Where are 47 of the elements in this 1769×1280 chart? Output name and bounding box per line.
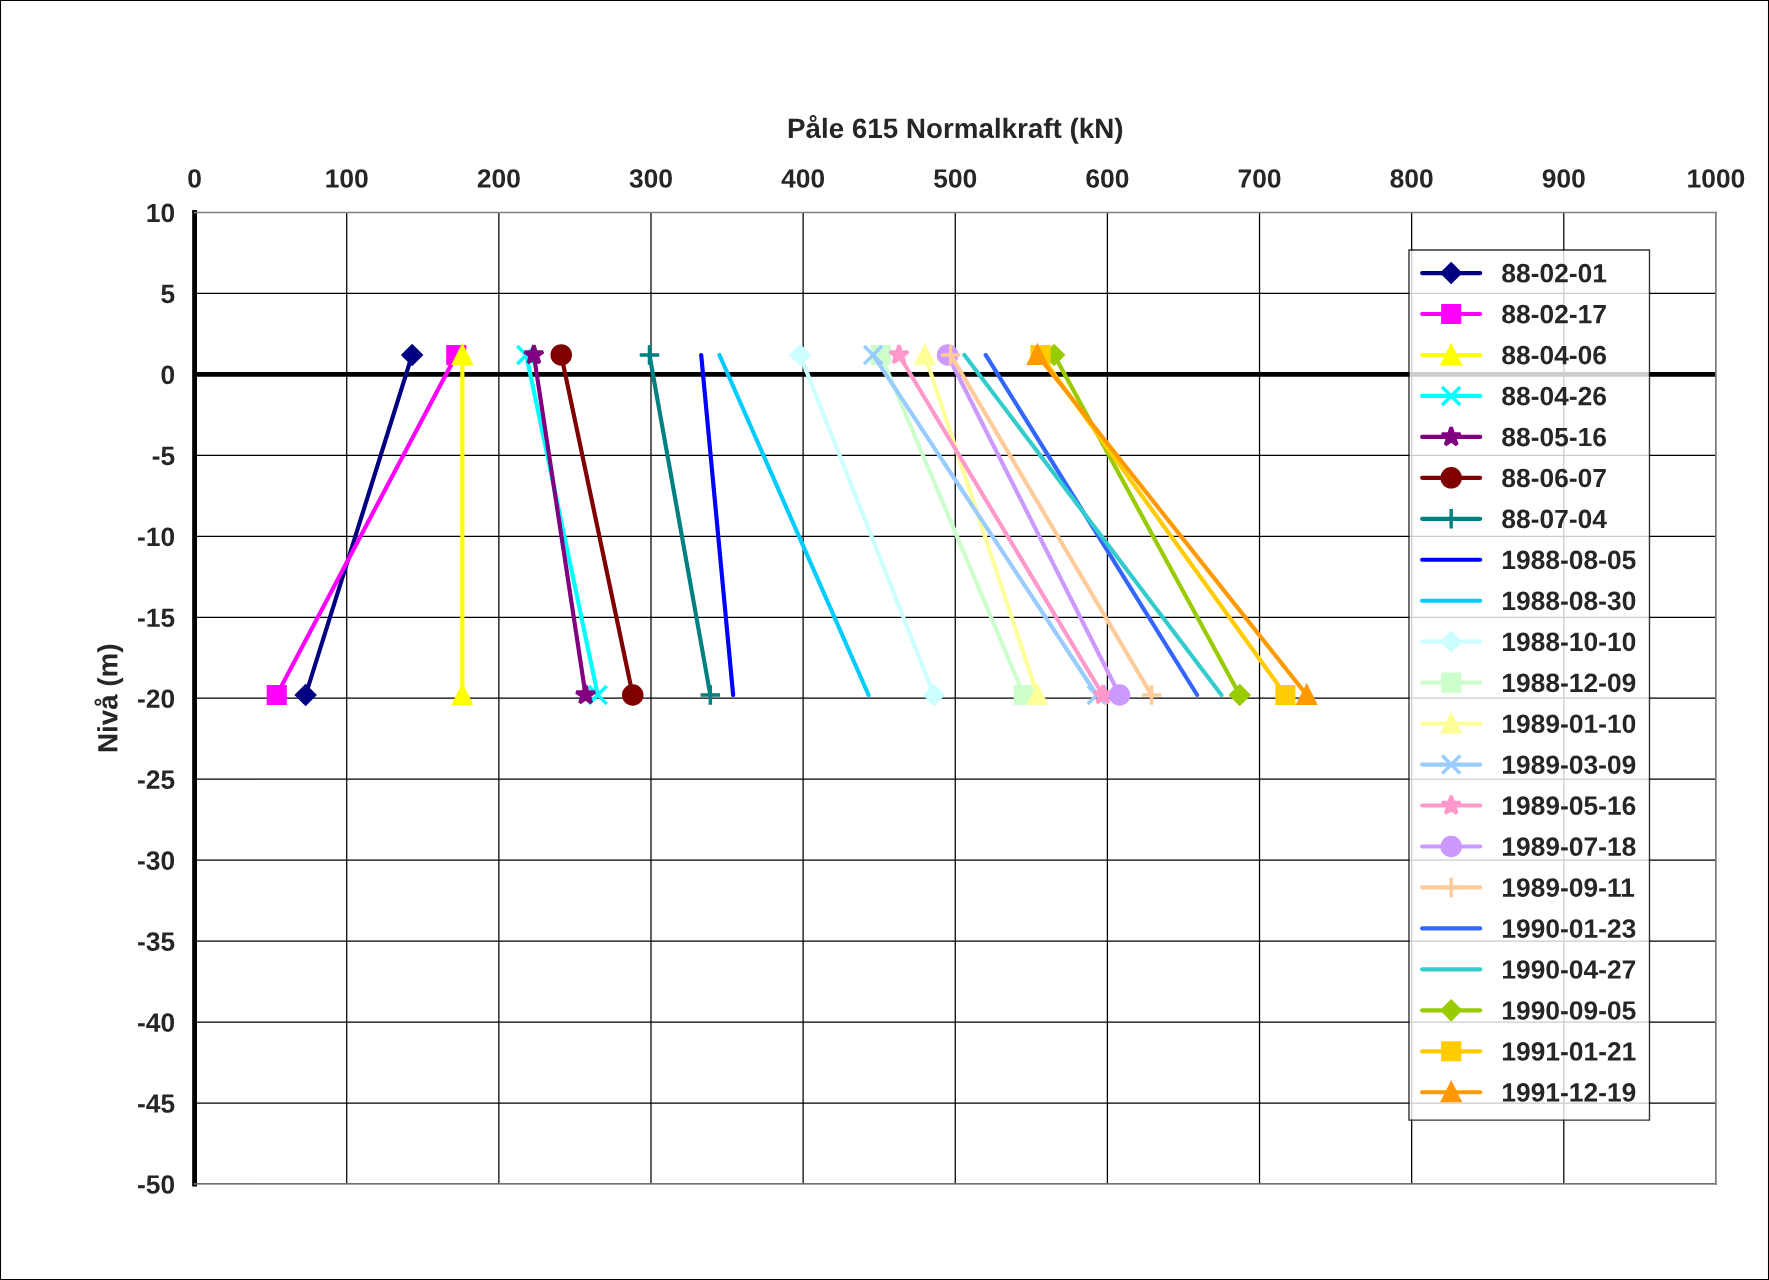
legend-label: 1989-05-16	[1502, 796, 1636, 816]
y-tick-label: 10	[147, 203, 175, 223]
legend-label: 1988-10-10	[1502, 632, 1636, 652]
legend-label: 88-02-17	[1502, 304, 1606, 324]
y-tick-label: 0	[161, 365, 175, 385]
legend-label: 1989-01-10	[1502, 714, 1636, 734]
legend-label: 1989-07-18	[1502, 837, 1636, 856]
legend-label: 88-06-07	[1502, 468, 1606, 488]
x-tick-label: 500	[934, 169, 977, 188]
x-tick-label: 300	[629, 169, 672, 188]
x-axis-title: Påle 615 Normalkraft (kN)	[788, 115, 1123, 144]
y-tick-label: 5	[161, 284, 175, 304]
y-tick-label: -40	[138, 1013, 175, 1032]
legend-label: 1988-08-05	[1502, 550, 1636, 570]
y-tick-label: -25	[138, 770, 175, 790]
y-tick-label: -10	[138, 527, 175, 547]
y-tick-label: -35	[138, 932, 175, 951]
legend-label: 1991-01-21	[1502, 1042, 1636, 1061]
legend-label: 88-05-16	[1502, 427, 1606, 447]
x-tick-label: 1000	[1688, 169, 1745, 188]
legend-label: 88-04-06	[1502, 345, 1606, 365]
legend-label: 1989-03-09	[1502, 755, 1636, 775]
legend-label: 1990-09-05	[1502, 1001, 1636, 1020]
legend-label: 1990-04-27	[1502, 960, 1636, 979]
y-axis-title: Nivå (m)	[94, 644, 124, 752]
x-tick-label: 900	[1542, 169, 1585, 188]
x-tick-label: 700	[1238, 169, 1281, 188]
legend-label: 1991-12-19	[1502, 1083, 1636, 1102]
y-tick-label: -5	[152, 446, 175, 466]
legend-label: 88-07-04	[1502, 509, 1607, 529]
x-tick-label: 600	[1086, 169, 1129, 188]
y-tick-label: -45	[138, 1094, 175, 1113]
legend-label: 1989-09-11	[1502, 878, 1635, 897]
y-tick-label: -20	[138, 689, 175, 709]
x-tick-label: 400	[781, 169, 825, 188]
y-tick-label: -30	[138, 851, 175, 871]
x-tick-label: 800	[1390, 169, 1433, 188]
y-tick-label: -50	[138, 1175, 175, 1194]
x-tick-label: 200	[477, 169, 520, 188]
legend-label: 1988-08-30	[1502, 591, 1636, 611]
x-tick-label: 100	[326, 169, 368, 188]
legend-label: 88-02-01	[1502, 263, 1607, 283]
y-tick-label: -15	[138, 608, 175, 628]
legend-label: 1990-01-23	[1502, 919, 1636, 938]
legend-label: 1988-12-09	[1502, 673, 1636, 693]
legend-label: 88-04-26	[1502, 386, 1606, 406]
x-tick-label: 0	[188, 169, 201, 188]
